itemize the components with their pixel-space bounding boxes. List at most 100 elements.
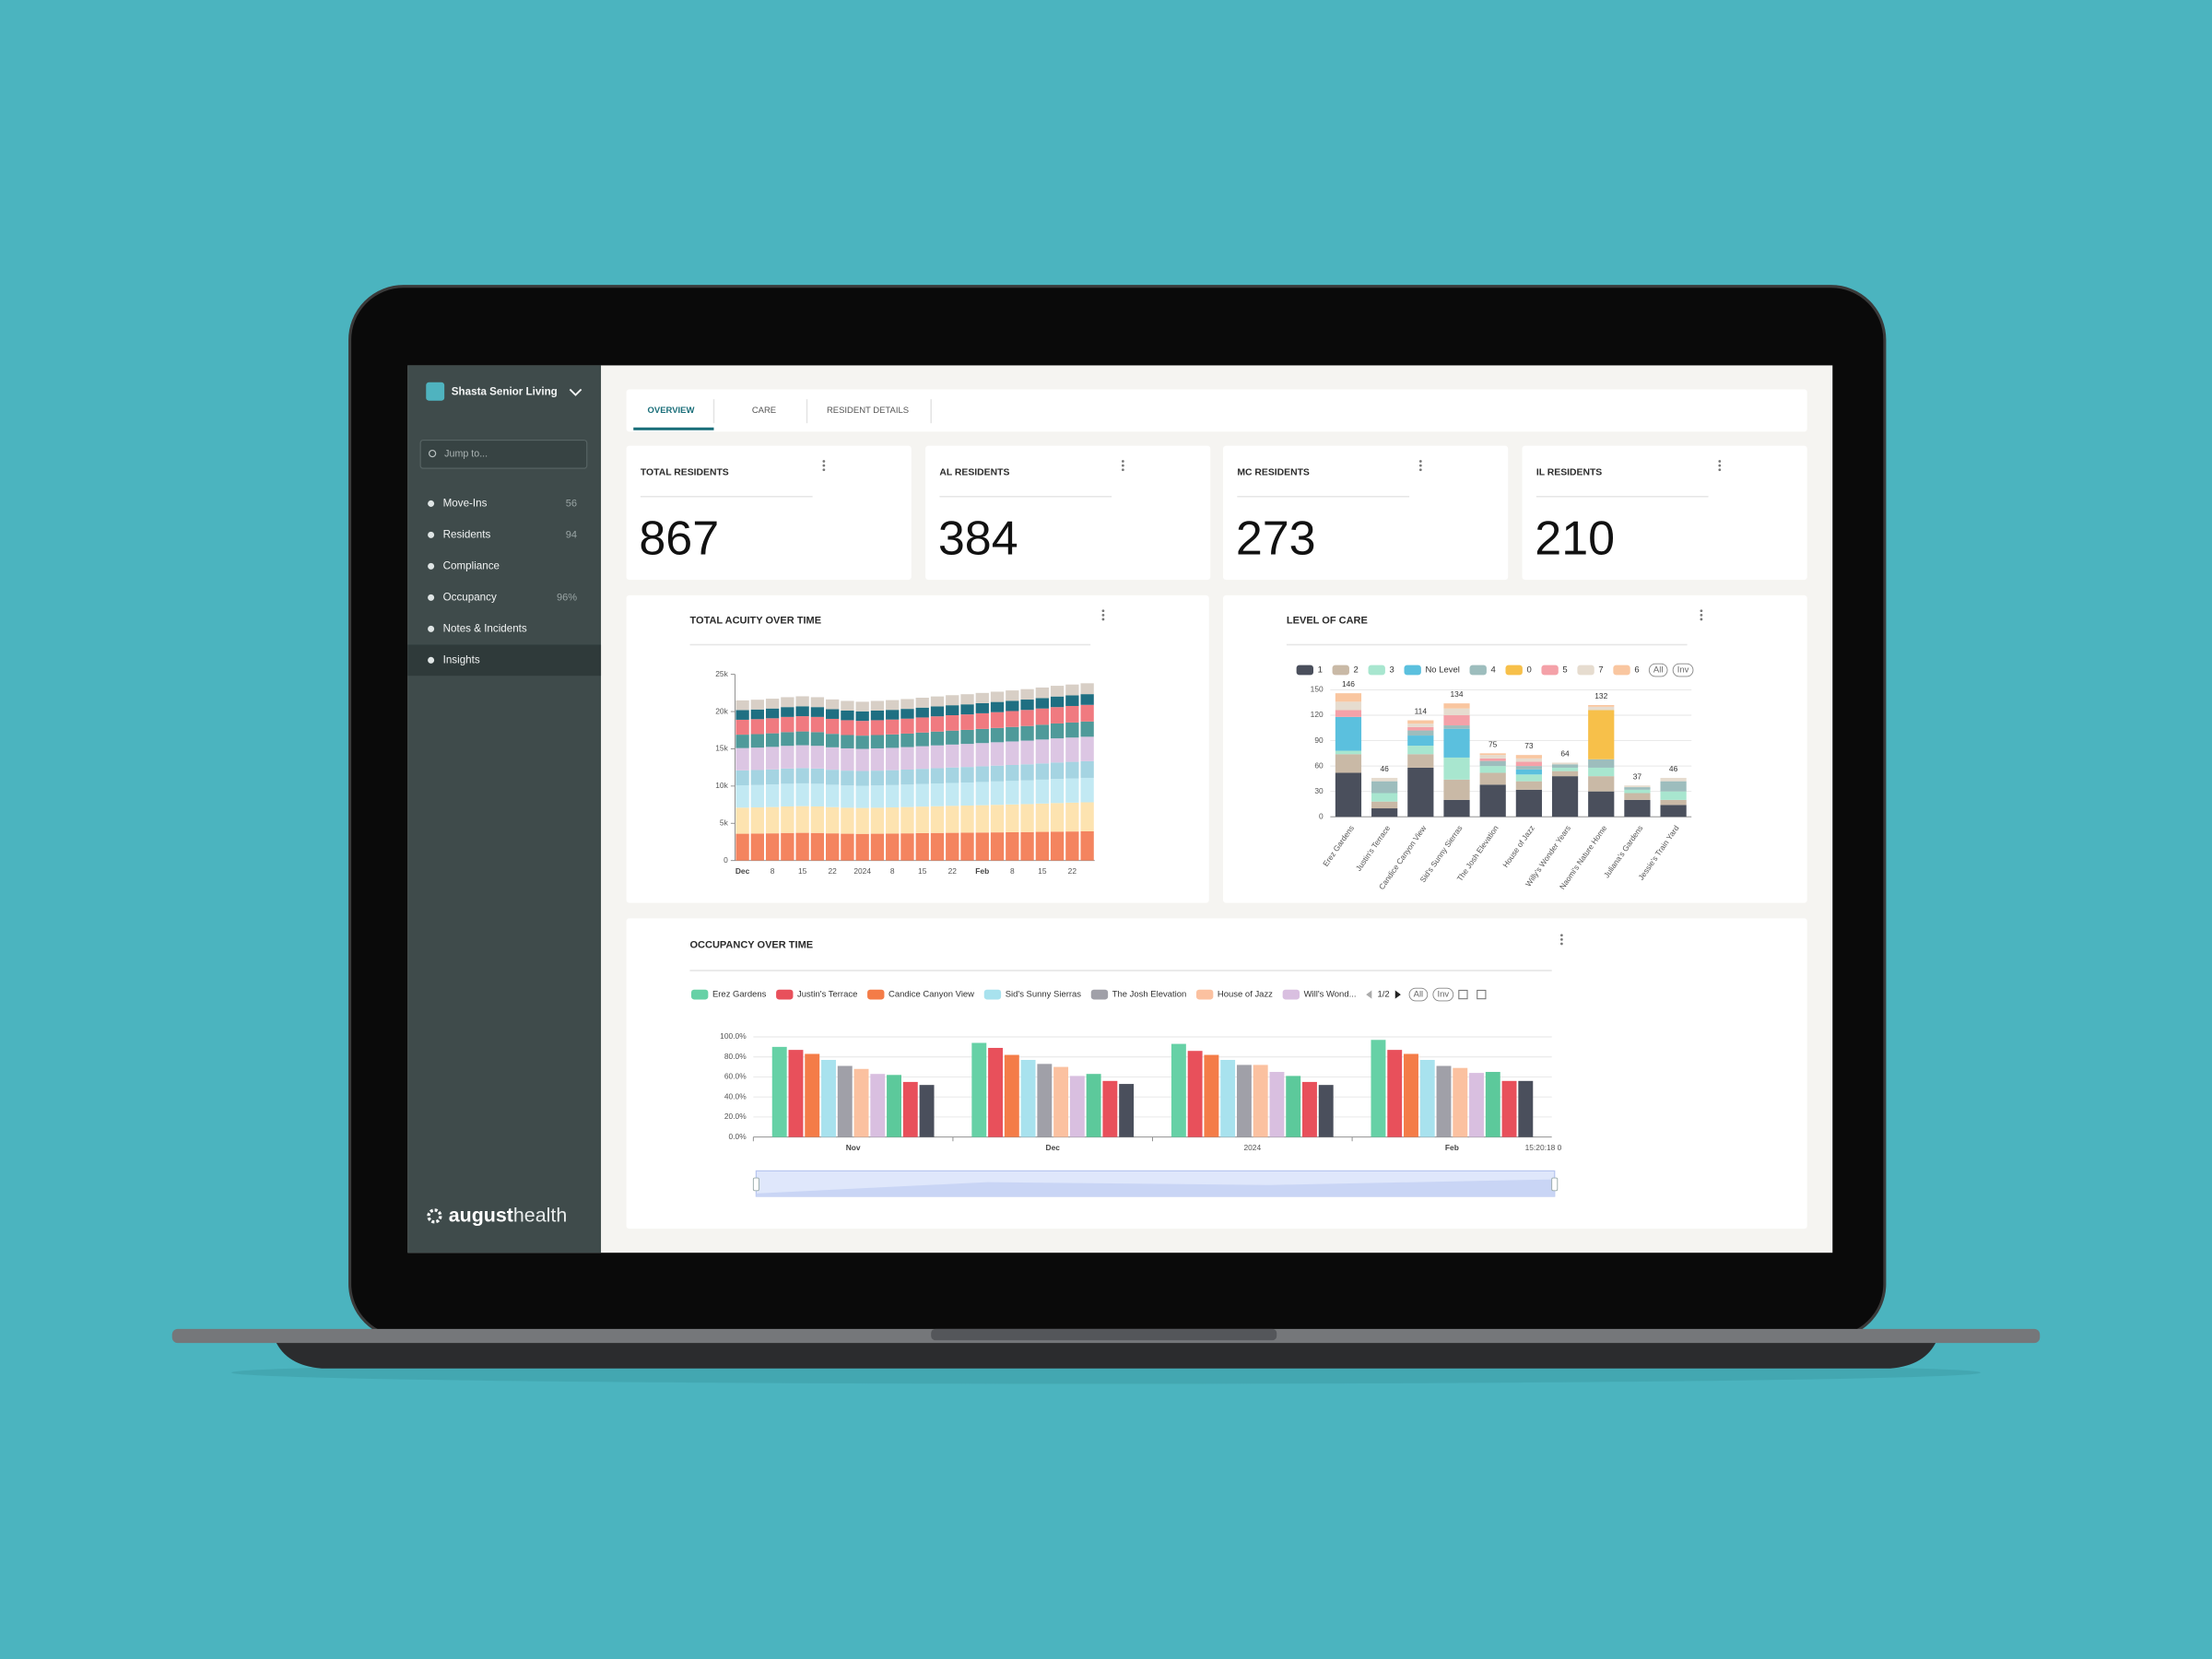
legend-button-frame[interactable] [1432,987,1454,1002]
legend-label[interactable]: 5 [1562,665,1567,676]
bar-segment [1660,781,1687,792]
legend-label[interactable]: Will's Wond... [1304,990,1357,1000]
slider-handle[interactable] [752,1177,759,1192]
menu-dot[interactable] [822,464,826,467]
reset-icon[interactable] [1477,989,1487,1000]
tab[interactable]: CARE [752,406,776,416]
menu-dot[interactable] [1560,934,1563,937]
menu-dot[interactable] [1718,460,1722,463]
slider-handle[interactable] [1551,1177,1559,1192]
legend-swatch[interactable] [1090,989,1109,1000]
legend-swatch[interactable] [1577,665,1594,676]
legend-label[interactable]: 4 [1491,665,1496,676]
legend-swatch[interactable] [1332,665,1349,676]
legend-button[interactable]: All [1414,990,1424,1000]
legend-button-frame[interactable] [1648,663,1668,677]
menu-dot[interactable] [1121,464,1124,467]
bar-segment [1479,784,1506,818]
legend-swatch[interactable] [1613,665,1630,676]
zoom-icon[interactable] [1458,989,1468,1000]
legend-swatch[interactable] [1469,665,1487,676]
legend-label[interactable]: 7 [1598,665,1603,676]
legend-swatch[interactable] [1368,665,1385,676]
facility-name[interactable]: Shasta Senior Living [452,386,558,398]
menu-dot[interactable] [1700,609,1703,613]
menu-dot[interactable] [1121,460,1124,463]
bar-segment [781,806,794,833]
nav-label[interactable]: Notes & Incidents [443,622,527,634]
bar-segment [1080,704,1094,722]
legend-label[interactable]: 1 [1318,665,1323,676]
menu-dot[interactable] [1418,464,1422,467]
legend-swatch[interactable] [1296,665,1313,676]
menu-dot[interactable] [1121,468,1124,472]
x-tick-label: Dec [735,866,750,876]
bar [902,1081,918,1137]
nav-icon [428,625,435,632]
nav-label[interactable]: Occupancy [443,591,497,603]
bar-segment [855,735,869,749]
menu-dot[interactable] [1700,613,1703,617]
bar-segment [1080,760,1094,778]
bar-segment [1065,722,1079,738]
bar-segment [855,785,869,808]
bar-segment [855,833,869,861]
menu-dot[interactable] [1560,938,1563,941]
legend-button[interactable]: Inv [1677,665,1689,676]
legend-swatch[interactable] [983,989,1002,1000]
legend-swatch[interactable] [691,989,709,1000]
menu-dot[interactable] [1560,942,1563,946]
legend-label[interactable]: Justin's Terrace [797,990,857,1000]
legend-button-frame[interactable] [1672,663,1694,677]
legend-button-frame[interactable] [1408,987,1429,1002]
legend-label[interactable]: 3 [1390,665,1394,676]
legend-label[interactable]: The Josh Elevation [1112,990,1187,1000]
legend-prev[interactable] [1366,990,1372,999]
search-box[interactable] [419,439,588,469]
menu-dot[interactable] [1101,609,1105,613]
bar-segment [826,699,840,710]
legend-button[interactable]: Inv [1437,990,1449,1000]
legend-label[interactable]: 6 [1634,665,1639,676]
menu-dot[interactable] [1418,460,1422,463]
bar-segment [1020,700,1034,711]
bar-segment [915,732,929,747]
nav-label[interactable]: Insights [443,653,480,665]
bar-segment [990,781,1005,806]
bar [1053,1066,1069,1137]
chevron[interactable] [569,388,582,396]
bar [870,1074,886,1137]
menu-dot[interactable] [1101,618,1105,621]
legend-label[interactable]: 0 [1526,665,1531,676]
nav-label[interactable]: Residents [443,528,491,540]
legend-swatch[interactable] [1505,665,1523,676]
bar-segment [946,730,959,745]
legend-swatch[interactable] [1404,665,1421,676]
legend-swatch[interactable] [867,989,885,1000]
menu-dot[interactable] [1718,464,1722,467]
legend-swatch[interactable] [1195,989,1214,1000]
tab[interactable]: RESIDENT DETAILS [827,406,909,416]
nav-label[interactable]: Move-Ins [443,498,488,510]
menu-dot[interactable] [822,460,826,463]
nav-label[interactable]: Compliance [443,559,500,571]
menu-dot[interactable] [1101,613,1105,617]
tab[interactable]: OVERVIEW [648,406,695,416]
legend-swatch[interactable] [776,989,794,1000]
search-placeholder[interactable]: Jump to... [444,449,488,460]
legend-swatch[interactable] [1541,665,1559,676]
menu-dot[interactable] [822,468,826,472]
legend-label[interactable]: Candice Canyon View [888,990,974,1000]
menu-dot[interactable] [1700,618,1703,621]
menu-dot[interactable] [1418,468,1422,472]
menu-dot[interactable] [1718,468,1722,472]
legend-next[interactable] [1394,990,1401,999]
legend-label[interactable]: No Level [1425,665,1459,676]
legend-label[interactable]: Sid's Sunny Sierras [1006,990,1082,1000]
legend-label[interactable]: House of Jazz [1218,990,1273,1000]
legend-label[interactable]: 2 [1354,665,1359,676]
legend-swatch[interactable] [1282,989,1300,1000]
bar [1020,1059,1036,1137]
legend-label[interactable]: Erez Gardens [712,990,767,1000]
legend-button[interactable]: All [1653,665,1664,676]
